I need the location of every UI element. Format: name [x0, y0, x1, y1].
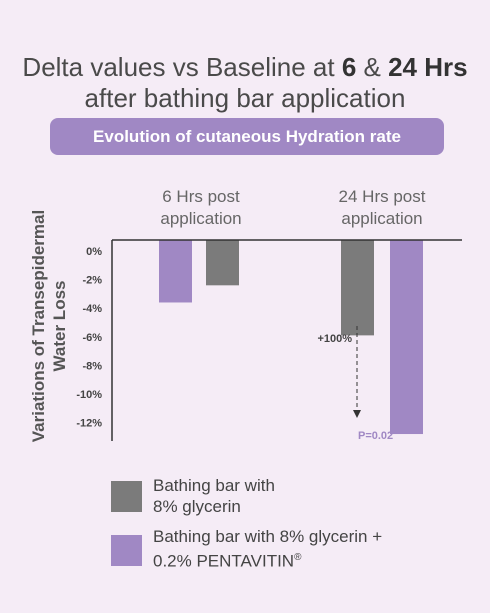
y-tick-label: -10%	[76, 389, 102, 401]
y-tick-label: -4%	[82, 303, 102, 315]
y-tick-label: 0%	[86, 246, 102, 258]
y-tick-label: -12%	[76, 418, 102, 430]
legend-swatch-purple	[111, 535, 142, 566]
y-tick-label: -8%	[82, 360, 102, 372]
legend-item-gray: Bathing bar with 8% glycerin	[153, 476, 275, 516]
group-label-6h: 6 Hrs post application	[160, 187, 242, 228]
bar-glycerin-6h	[206, 240, 239, 286]
legend-swatch-gray	[111, 481, 142, 512]
y-tick-label: -6%	[82, 332, 102, 344]
legend-item-purple: Bathing bar with 8% glycerin + 0.2% PENT…	[153, 527, 383, 571]
annotation-increase: +100%	[317, 333, 352, 345]
chart-title: Delta values vs Baseline at 6 & 24 Hrs a…	[0, 52, 490, 114]
bar-pentavitin-24h	[390, 240, 423, 435]
comparison-arrow-head	[353, 410, 361, 418]
subtitle-banner: Evolution of cutaneous Hydration rate	[50, 118, 444, 155]
y-tick-label: -2%	[82, 275, 102, 287]
title-line-1: Delta values vs Baseline at 6 & 24 Hrs	[22, 52, 468, 82]
group-label-24h: 24 Hrs post application	[338, 187, 426, 228]
bar-glycerin-24h	[341, 240, 374, 336]
bar-pentavitin-6h	[159, 240, 192, 303]
title-line-2: after bathing bar application	[84, 83, 406, 113]
annotation-pvalue: P=0.02	[358, 430, 393, 442]
